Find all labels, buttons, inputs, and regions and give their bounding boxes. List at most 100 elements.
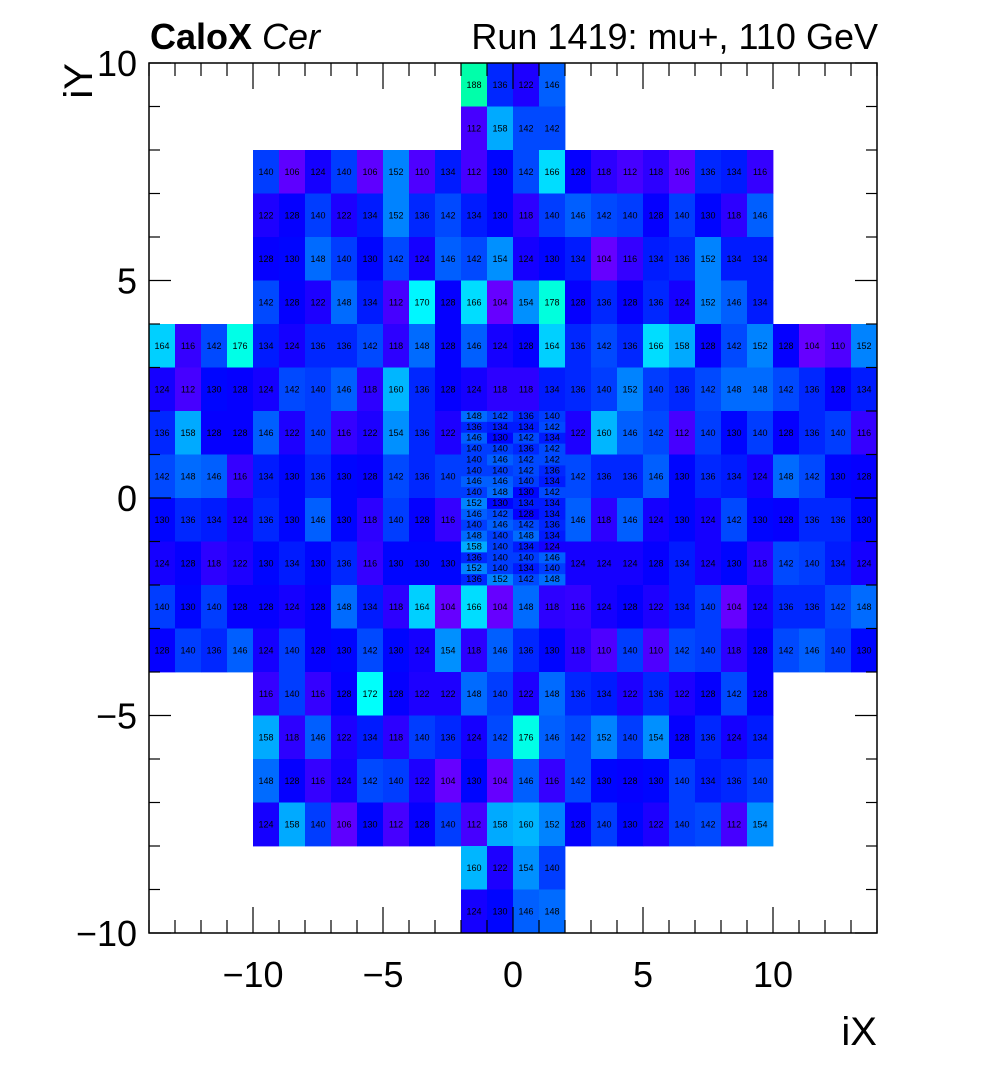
heatmap-cell-value: 136 [310,471,325,481]
heatmap-cell [513,421,540,434]
heatmap-cell [695,454,722,499]
heatmap-cell-value: 146 [518,906,533,916]
heatmap-cell [825,498,852,542]
heatmap-cell-value: 148 [466,531,482,542]
heatmap-cell [695,715,722,760]
heatmap-cell-value: 130 [284,254,299,264]
heatmap-cell [747,541,774,586]
heatmap-cell [435,715,462,760]
heatmap-cell [617,237,644,281]
heatmap-cell [461,411,488,423]
heatmap-cell-value: 158 [466,541,482,552]
heatmap-cell-value: 116 [311,689,325,699]
heatmap-cell-value: 142 [518,167,533,177]
heatmap-cell [461,530,488,542]
heatmap-cell [643,585,670,629]
heatmap-cell [487,237,514,281]
heatmap-cell [747,585,774,629]
heatmap-cell-value: 124 [570,558,585,568]
heatmap-cell-value: 128 [778,428,793,438]
heatmap-cell-value: 152 [492,574,508,585]
heatmap-cell-value: 128 [284,297,299,307]
heatmap-cell-value: 134 [518,498,534,509]
heatmap-cell [617,150,644,194]
heatmap-cell [669,541,696,586]
heatmap-cell-value: 104 [726,602,741,612]
heatmap-cell-value: 160 [518,819,533,829]
heatmap-cell-value: 140 [466,520,482,531]
heatmap-cell [539,628,566,673]
heatmap-cell [513,563,540,575]
heatmap-cell [669,498,696,542]
heatmap-cell-value: 146 [492,454,508,465]
heatmap-cell-value: 134 [518,541,534,552]
heatmap-cell-value: 146 [622,515,637,525]
heatmap-cell [617,672,644,716]
heatmap-cell-value: 130 [492,498,508,509]
heatmap-cell [435,280,462,325]
heatmap-cell [305,759,332,803]
heatmap-cell [669,628,696,673]
heatmap-cell [617,498,644,542]
heatmap-cell-value: 112 [389,819,403,829]
heatmap-cell [617,715,644,760]
heatmap-cell-value: 116 [571,602,585,612]
heatmap-cell [435,193,462,238]
heatmap-cell [539,367,566,412]
heatmap-cell-value: 134 [674,602,689,612]
heatmap-cell [643,541,670,586]
heatmap-cell-value: 128 [206,428,221,438]
heatmap-cell-value: 146 [492,645,507,655]
x-axis-label: iX [841,1010,877,1054]
heatmap-cell [435,454,462,499]
heatmap-cell-value: 122 [622,689,637,699]
heatmap-cell [539,193,566,238]
x-tick-label: −10 [222,954,283,995]
heatmap-cell-value: 146 [622,428,637,438]
heatmap-cell [799,367,826,412]
heatmap-cell [565,802,592,847]
heatmap-cell-value: 112 [389,297,403,307]
heatmap-cell-value: 128 [622,297,637,307]
heatmap-cell-value: 130 [752,515,767,525]
heatmap-cell [487,280,514,325]
heatmap-cell [383,802,410,847]
heatmap-cell [539,585,566,629]
heatmap-cell [461,519,488,532]
heatmap-cell [539,280,566,325]
heatmap-cell-value: 134 [544,509,560,520]
heatmap-cell-value: 128 [232,428,247,438]
heatmap-cell-value: 118 [389,732,403,742]
heatmap-cell-value: 118 [597,515,611,525]
heatmap-cell [825,324,852,368]
heatmap-cell [539,487,566,499]
heatmap-cell [773,324,800,368]
heatmap-cell-value: 130 [726,558,741,568]
heatmap-cell [461,759,488,803]
heatmap-cell [539,672,566,716]
heatmap-cell [617,367,644,412]
heatmap-cell-value: 118 [493,384,507,394]
heatmap-cell-value: 128 [570,819,585,829]
heatmap-cell-value: 134 [362,210,377,220]
heatmap-cell [383,759,410,803]
heatmap-cell [461,585,488,629]
heatmap-cell-value: 122 [570,428,585,438]
heatmap-cell-value: 142 [700,384,715,394]
heatmap-cell [617,324,644,368]
heatmap-cell [201,411,228,455]
heatmap-cell-value: 148 [778,471,793,481]
heatmap-cell [409,237,436,281]
heatmap-cell [565,715,592,760]
heatmap-cell [539,63,566,107]
heatmap-cell-value: 140 [596,819,611,829]
heatmap-cell-value: 148 [544,906,559,916]
heatmap-cell [253,672,280,716]
heatmap-cell-value: 130 [336,645,351,655]
heatmap-cell [253,411,280,455]
heatmap-cell-value: 124 [258,645,273,655]
heatmap-cell [513,574,540,586]
heatmap-cell [695,411,722,455]
heatmap-cell [539,454,566,466]
heatmap-cell-value: 128 [440,297,455,307]
